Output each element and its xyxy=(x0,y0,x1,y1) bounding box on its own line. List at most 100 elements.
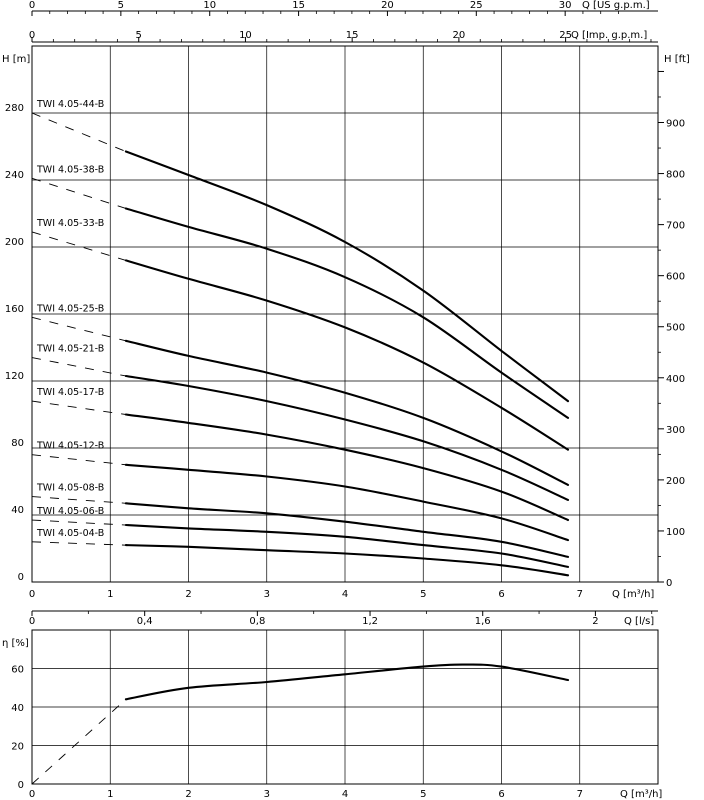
axis-label-ls: Q [l/s] xyxy=(624,616,654,627)
tick-label: 5 xyxy=(420,789,426,800)
series-extension-twi-4-05-17-b xyxy=(31,400,126,415)
tick-label: 2 xyxy=(185,789,191,800)
tick-label: 15 xyxy=(292,0,305,11)
tick-label: 3 xyxy=(264,789,270,800)
efficiency-curve xyxy=(124,663,570,701)
head-plot-frame xyxy=(31,45,659,583)
tick-label: 0 xyxy=(29,0,35,11)
tick-label: 280 xyxy=(5,103,24,114)
tick-label: 6 xyxy=(498,789,504,800)
tick-label: 120 xyxy=(5,371,24,382)
tick-label: 0 xyxy=(18,780,24,791)
series-label-twi-4-05-33-b: TWI 4.05-33-B xyxy=(36,218,104,229)
series-label-twi-4-05-08-b: TWI 4.05-08-B xyxy=(36,483,104,494)
tick-label: 300 xyxy=(666,425,685,436)
tick-label: 4 xyxy=(342,789,348,800)
tick-label: 200 xyxy=(666,476,685,487)
axis-label-eta: η [%] xyxy=(2,638,29,649)
tick-label: 900 xyxy=(666,119,685,130)
series-curve-twi-4-05-44-b xyxy=(124,150,570,403)
series-label-twi-4-05-21-b: TWI 4.05-21-B xyxy=(36,344,104,355)
series-label-twi-4-05-04-b: TWI 4.05-04-B xyxy=(36,528,104,539)
tick-label: 10 xyxy=(239,30,252,41)
axis-label-imp: Q [Imp. g.p.m.] xyxy=(571,30,647,41)
series-extension-twi-4-05-08-b xyxy=(31,496,126,504)
efficiency-extension xyxy=(31,698,127,785)
series-curve-twi-4-05-08-b xyxy=(124,502,570,558)
tick-label: 1,6 xyxy=(475,616,491,627)
tick-label: 20 xyxy=(381,0,394,11)
axis-label-q-m3h: Q [m³/h] xyxy=(612,589,654,600)
series-label-twi-4-05-06-b: TWI 4.05-06-B xyxy=(36,506,104,517)
series-extension-twi-4-05-06-b xyxy=(31,519,126,526)
series-curve-twi-4-05-21-b xyxy=(124,374,570,501)
tick-label: 40 xyxy=(11,505,24,516)
series-extension-twi-4-05-33-b xyxy=(31,231,127,261)
tick-label: 3 xyxy=(264,589,270,600)
tick-label: 7 xyxy=(577,589,583,600)
tick-label: 400 xyxy=(666,374,685,385)
series-extension-twi-4-05-21-b xyxy=(31,357,126,377)
series-label-twi-4-05-44-b: TWI 4.05-44-B xyxy=(36,99,104,110)
series-curve-twi-4-05-06-b xyxy=(124,523,570,568)
tick-label: 800 xyxy=(666,170,685,181)
series-label-twi-4-05-25-b: TWI 4.05-25-B xyxy=(36,303,104,314)
tick-label: 1 xyxy=(107,589,113,600)
tick-label: 30 xyxy=(559,0,572,11)
series-extension-twi-4-05-38-b xyxy=(31,177,127,209)
tick-label: 20 xyxy=(453,30,466,41)
series-curve-twi-4-05-12-b xyxy=(124,463,570,542)
tick-label: 25 xyxy=(559,30,572,41)
tick-label: 20 xyxy=(11,742,24,753)
series-extension-twi-4-05-25-b xyxy=(31,316,127,342)
axis-label-h-m: H [m] xyxy=(2,54,30,65)
tick-label: 5 xyxy=(420,589,426,600)
plot-frames xyxy=(31,45,659,785)
series-curve-twi-4-05-25-b xyxy=(124,339,570,486)
tick-label: 4 xyxy=(342,589,348,600)
axis-label-usgpm: Q [US g.p.m.] xyxy=(582,0,650,11)
series-curve-twi-4-05-04-b xyxy=(124,544,570,577)
tick-label: 15 xyxy=(346,30,359,41)
series-label-twi-4-05-17-b: TWI 4.05-17-B xyxy=(36,387,104,398)
series-extension-twi-4-05-44-b xyxy=(31,112,127,152)
tick-label: 0 xyxy=(18,572,24,583)
tick-label: 0 xyxy=(29,789,35,800)
tick-label: 0 xyxy=(29,30,35,41)
tick-label: 0 xyxy=(666,578,672,589)
series-curve-twi-4-05-38-b xyxy=(124,207,570,419)
tick-label: 7 xyxy=(577,789,583,800)
series-curve-twi-4-05-17-b xyxy=(124,413,570,522)
tick-label: 0 xyxy=(29,616,35,627)
series-extension-twi-4-05-04-b xyxy=(31,541,126,546)
tick-label: 6 xyxy=(498,589,504,600)
series-extension-twi-4-05-12-b xyxy=(31,454,126,466)
tick-label: 200 xyxy=(5,237,24,248)
axis-label-q-m3h-bottom: Q [m³/h] xyxy=(620,789,662,800)
series-curve-twi-4-05-33-b xyxy=(124,259,570,451)
tick-label: 700 xyxy=(666,221,685,232)
tick-label: 0,8 xyxy=(249,616,265,627)
tick-label: 60 xyxy=(11,665,24,676)
tick-label: 40 xyxy=(11,703,24,714)
tick-label: 1 xyxy=(107,789,113,800)
tick-label: 1,2 xyxy=(362,616,378,627)
series-label-twi-4-05-12-b: TWI 4.05-12-B xyxy=(36,441,104,452)
series: TWI 4.05-44-B TWI 4.05-38-B TWI 4.05-33-B T… xyxy=(31,99,570,785)
tick-label: 5 xyxy=(118,0,124,11)
tick-label: 25 xyxy=(470,0,483,11)
axis-label-h-ft: H [ft] xyxy=(664,54,690,65)
series-label-twi-4-05-38-b: TWI 4.05-38-B xyxy=(36,164,104,175)
axes: 0 5 10 15 20 25 30 Q [US g.p.m.]0 5 10 15 20 25 Q [Im… xyxy=(2,0,690,800)
tick-label: 80 xyxy=(11,438,24,449)
tick-label: 2 xyxy=(185,589,191,600)
tick-label: 0 xyxy=(29,589,35,600)
tick-label: 500 xyxy=(666,323,685,334)
tick-label: 100 xyxy=(666,527,685,538)
tick-label: 600 xyxy=(666,272,685,283)
tick-label: 5 xyxy=(136,30,142,41)
tick-label: 10 xyxy=(203,0,216,11)
tick-label: 160 xyxy=(5,304,24,315)
efficiency-plot-frame xyxy=(31,629,659,785)
